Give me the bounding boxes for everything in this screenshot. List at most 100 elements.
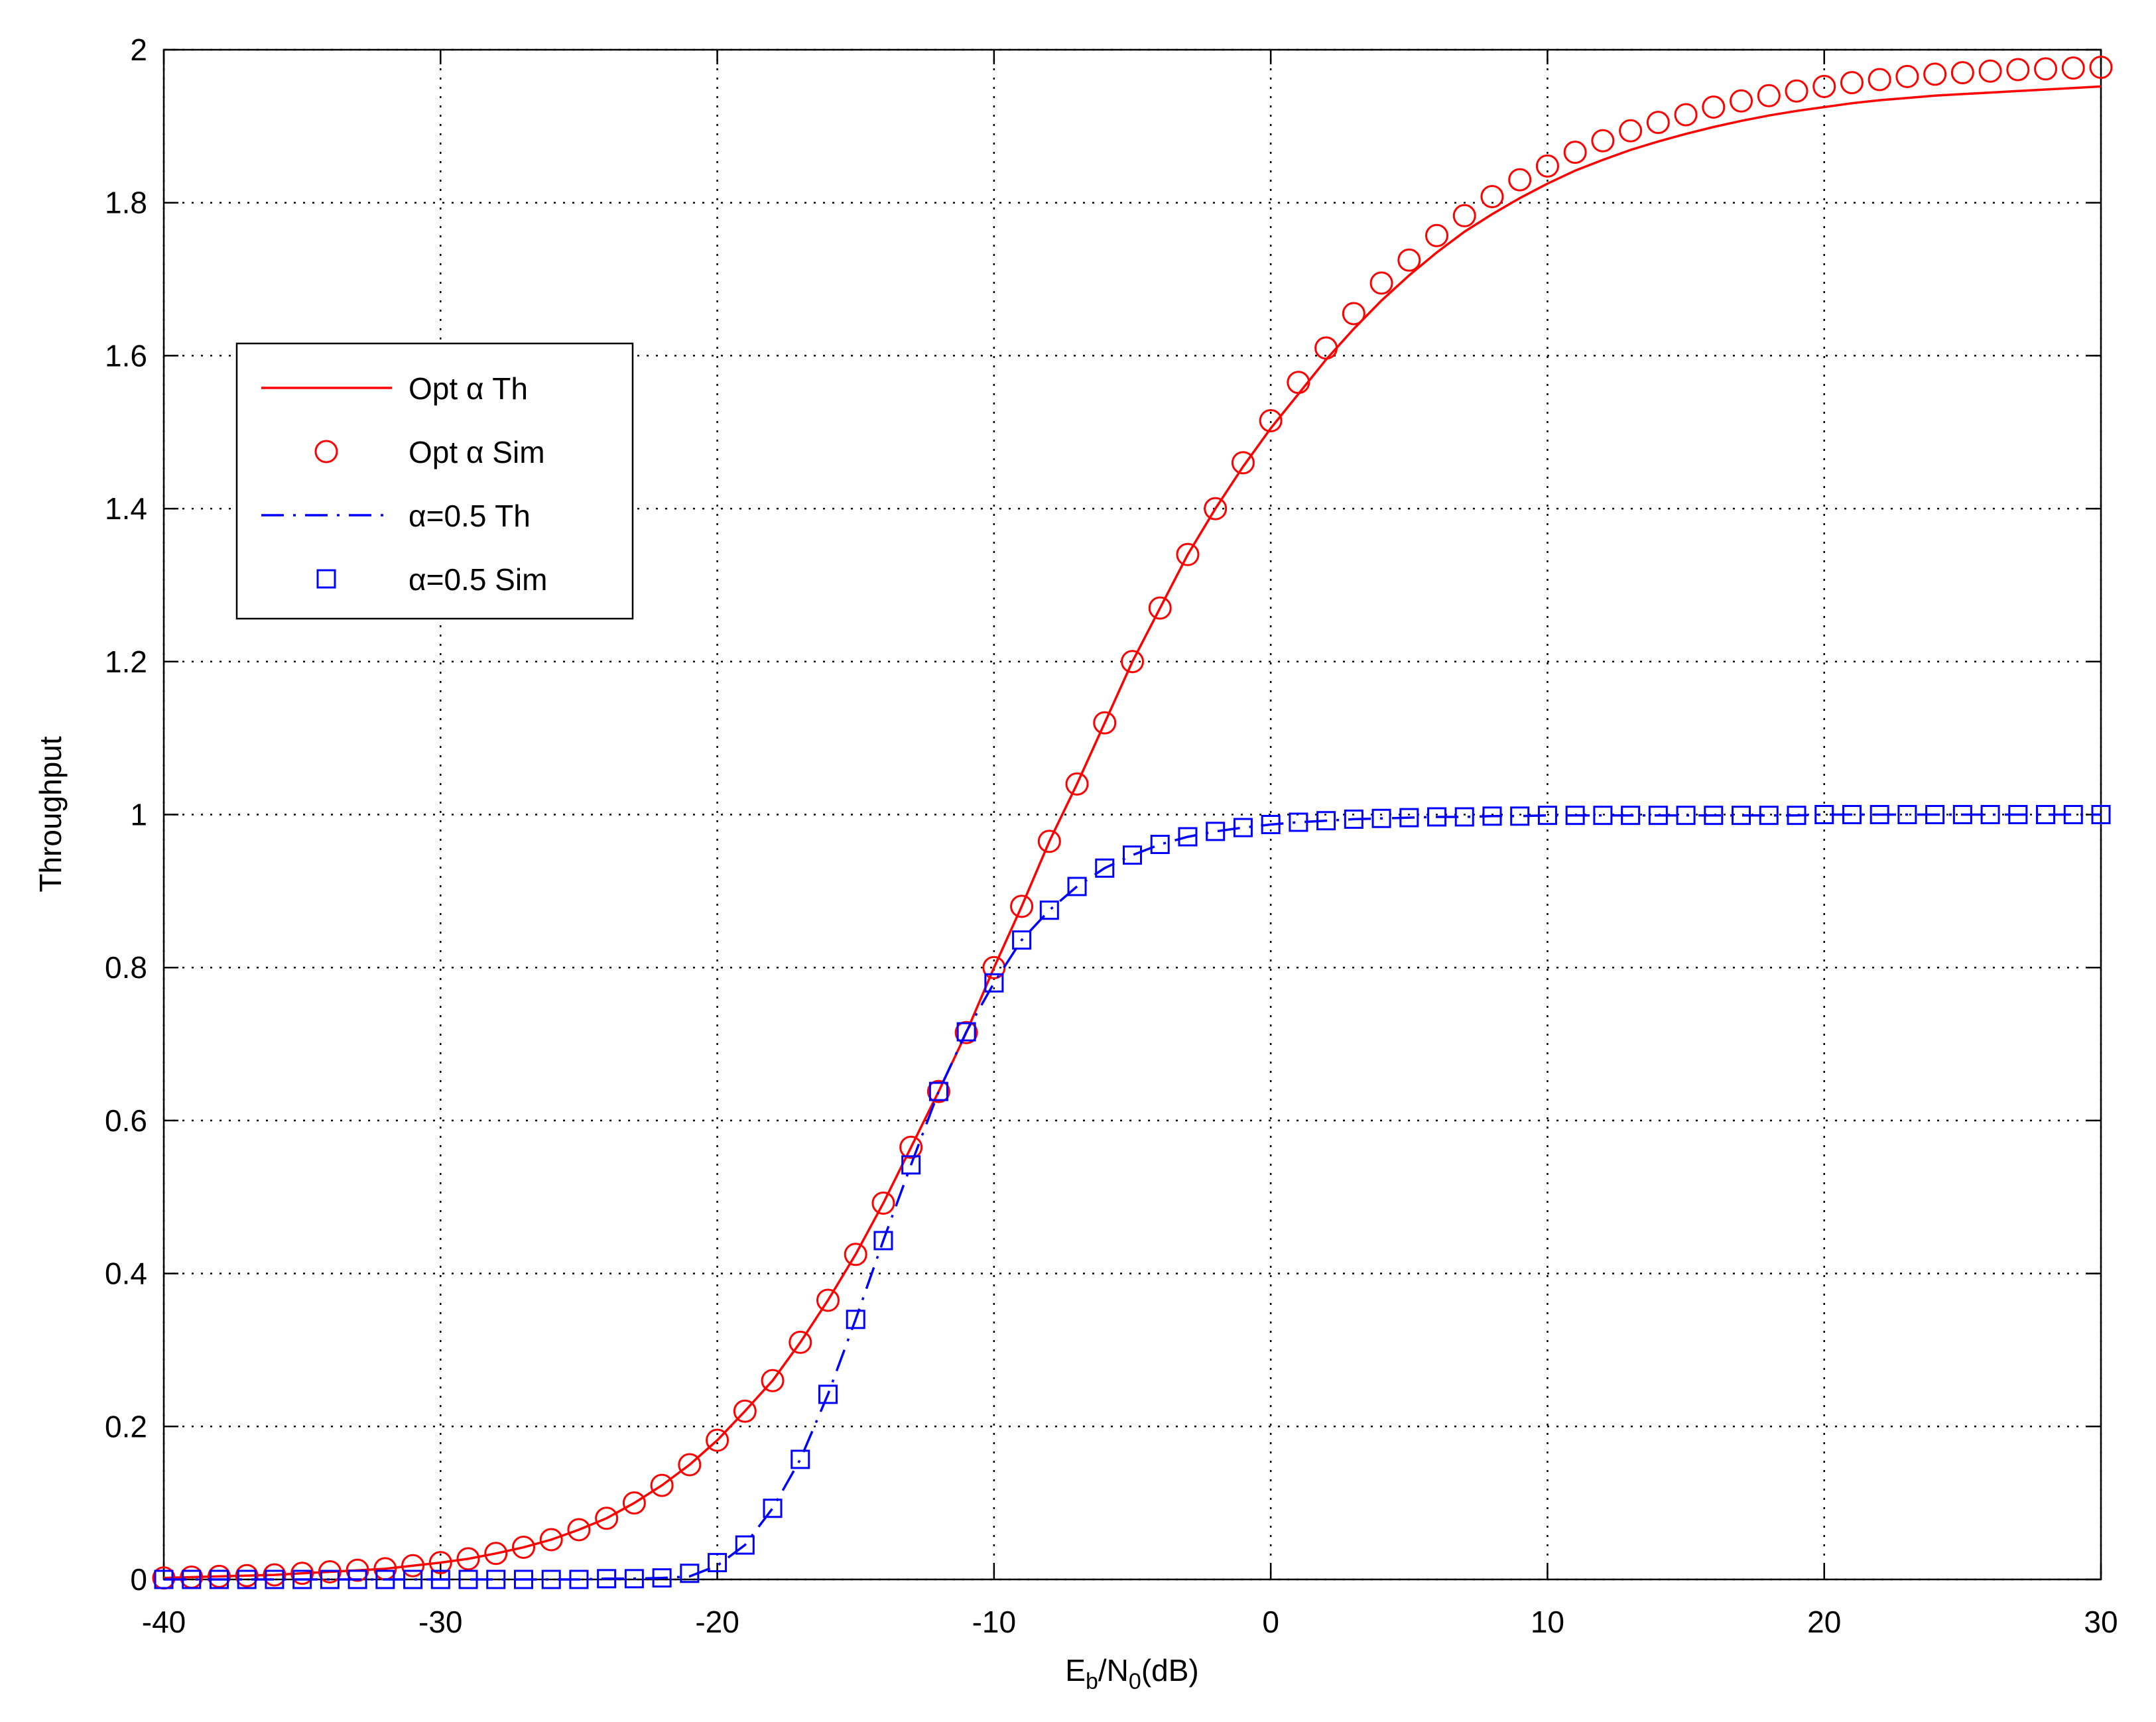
data-point [1039,900,1059,920]
data-point [2006,58,2030,82]
data-point [1231,451,1255,475]
data-point [265,1569,285,1589]
x-label-part: (dB) [1141,1653,1199,1688]
data-point [706,1428,729,1452]
y-axis-label: Throughput [33,736,68,892]
data-point [1206,822,1226,841]
data-point [292,1569,312,1589]
data-point [209,1569,229,1589]
data-point [1565,806,1585,826]
data-point [1204,497,1228,521]
data-point [1342,302,1365,326]
data-point [595,1507,619,1530]
x-tick-label: 10 [1531,1605,1564,1639]
data-point [1287,371,1310,395]
x-tick-label: 20 [1807,1605,1841,1639]
data-point [1510,806,1530,826]
data-point [541,1569,561,1589]
data-point [2091,805,2111,824]
y-tick-label: 0.8 [105,950,147,985]
data-point [624,1569,644,1589]
data-point [569,1569,589,1589]
data-point [899,1135,923,1159]
data-point [1316,811,1336,831]
data-point [1148,596,1172,620]
data-point [1178,827,1198,847]
x-label-part: /N [1098,1653,1129,1688]
x-label-part: b [1086,1669,1098,1694]
data-point [1563,141,1587,164]
data-point [2036,805,2056,824]
data-point [428,1551,452,1575]
data-point [207,1564,231,1588]
data-point [1732,806,1751,826]
data-point [650,1473,674,1497]
data-point [154,1569,174,1589]
data-point [789,1330,812,1354]
data-point [1508,168,1532,192]
data-point [1093,711,1117,735]
series-line [164,813,2101,1581]
data-point [763,1499,783,1518]
data-point [263,1563,286,1587]
data-point [1923,62,1947,86]
legend-label: Opt α Sim [409,435,545,469]
data-point [486,1569,506,1589]
plot-frame [162,48,2102,1581]
y-tick-label: 0.6 [105,1103,147,1138]
data-point [403,1569,423,1589]
y-tick-label: 1.4 [105,491,147,526]
series-line [163,85,2102,1579]
data-point [1787,806,1807,826]
data-point [1425,223,1449,247]
data-point [816,1288,840,1312]
data-point [1067,877,1087,896]
legend-label: α=0.5 Th [409,499,531,533]
data-point [1870,805,1889,824]
data-point [1314,336,1338,360]
data-point [1950,61,1974,85]
data-point [844,1243,867,1266]
data-point [956,1022,976,1042]
data-point [1037,830,1061,853]
y-tick-label: 2 [130,32,147,67]
x-tick-label: -40 [142,1605,186,1639]
y-tick-label: 1.6 [105,338,147,373]
x-axis-label: Eb/N0(dB) [1065,1653,1198,1694]
data-point [761,1369,785,1392]
data-point [1261,814,1281,834]
data-point [1012,930,1032,950]
data-point [1591,129,1615,153]
x-tick-label: 30 [2084,1605,2118,1639]
data-point [1730,89,1753,113]
data-point [1814,805,1834,824]
data-point [2061,56,2085,80]
x-label-part: 0 [1129,1669,1141,1694]
data-point [375,1569,395,1589]
data-point [735,1535,755,1555]
data-point [901,1155,921,1175]
data-point [1289,812,1308,832]
legend-box [235,342,634,620]
data-point [1480,184,1504,208]
data-point [1619,119,1643,143]
data-point [1593,806,1613,826]
data-point [1427,807,1447,827]
data-point [926,1079,950,1103]
y-tick-label: 1.8 [105,186,147,220]
data-point [1233,818,1253,837]
data-point [622,1491,646,1515]
data-point [2063,805,2083,824]
data-point [237,1569,257,1589]
data-point [458,1569,478,1589]
y-tick-label: 0.2 [105,1409,147,1444]
data-point [1454,807,1474,827]
data-point [984,973,1004,993]
y-tick-label: 1 [130,798,147,832]
data-point [1952,805,1972,824]
data-point [484,1542,508,1566]
data-point [318,1560,342,1583]
data-point [2089,56,2113,80]
data-point [1842,805,1862,824]
legend-swatch [314,440,338,463]
